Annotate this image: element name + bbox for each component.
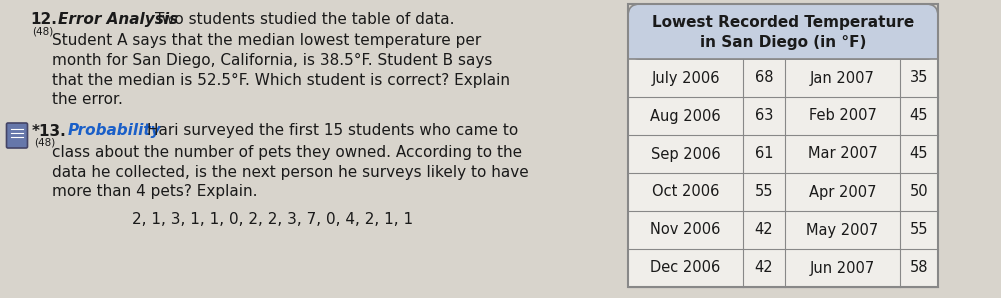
Bar bbox=[628, 97, 938, 135]
Text: Jan 2007: Jan 2007 bbox=[810, 71, 875, 86]
Text: in San Diego (in °F): in San Diego (in °F) bbox=[700, 35, 866, 49]
Text: Probability: Probability bbox=[68, 123, 161, 139]
Bar bbox=[628, 173, 938, 211]
Text: 55: 55 bbox=[910, 223, 928, 238]
Text: 50: 50 bbox=[910, 184, 928, 199]
Text: Nov 2006: Nov 2006 bbox=[651, 223, 721, 238]
Bar bbox=[628, 249, 938, 287]
Text: 2, 1, 3, 1, 1, 0, 2, 2, 3, 7, 0, 4, 2, 1, 1: 2, 1, 3, 1, 1, 0, 2, 2, 3, 7, 0, 4, 2, 1… bbox=[132, 212, 413, 226]
Text: Dec 2006: Dec 2006 bbox=[651, 260, 721, 275]
Text: 35: 35 bbox=[910, 71, 928, 86]
Text: Oct 2006: Oct 2006 bbox=[652, 184, 719, 199]
Text: May 2007: May 2007 bbox=[807, 223, 879, 238]
Text: month for San Diego, California, is 38.5°F. Student B says: month for San Diego, California, is 38.5… bbox=[52, 53, 492, 68]
Text: (48): (48) bbox=[34, 137, 55, 148]
Text: Error Analysis: Error Analysis bbox=[58, 12, 178, 27]
FancyBboxPatch shape bbox=[628, 4, 938, 59]
Text: 42: 42 bbox=[755, 223, 774, 238]
Text: that the median is 52.5°F. Which student is correct? Explain: that the median is 52.5°F. Which student… bbox=[52, 72, 510, 88]
Text: 68: 68 bbox=[755, 71, 773, 86]
Bar bbox=[628, 59, 938, 97]
Text: class about the number of pets they owned. According to the: class about the number of pets they owne… bbox=[52, 145, 523, 160]
Text: 45: 45 bbox=[910, 147, 928, 162]
Text: 12.: 12. bbox=[30, 12, 57, 27]
Bar bbox=[628, 135, 938, 173]
Text: Mar 2007: Mar 2007 bbox=[808, 147, 877, 162]
Text: Hari surveyed the first 15 students who came to: Hari surveyed the first 15 students who … bbox=[147, 123, 519, 139]
Text: Jun 2007: Jun 2007 bbox=[810, 260, 875, 275]
Text: more than 4 pets? Explain.: more than 4 pets? Explain. bbox=[52, 184, 257, 199]
Text: (48): (48) bbox=[32, 26, 53, 36]
Text: Apr 2007: Apr 2007 bbox=[809, 184, 876, 199]
Text: Student A says that the median lowest temperature per: Student A says that the median lowest te… bbox=[52, 33, 481, 49]
Text: *13.: *13. bbox=[32, 123, 67, 139]
Bar bbox=[628, 211, 938, 249]
Text: 58: 58 bbox=[910, 260, 928, 275]
Text: 55: 55 bbox=[755, 184, 773, 199]
Bar bbox=[628, 4, 938, 287]
Text: Two students studied the table of data.: Two students studied the table of data. bbox=[155, 12, 454, 27]
Text: July 2006: July 2006 bbox=[652, 71, 720, 86]
Text: 63: 63 bbox=[755, 108, 773, 123]
Text: 45: 45 bbox=[910, 108, 928, 123]
Text: Sep 2006: Sep 2006 bbox=[651, 147, 721, 162]
Text: the error.: the error. bbox=[52, 92, 123, 107]
Text: Aug 2006: Aug 2006 bbox=[651, 108, 721, 123]
Text: Lowest Recorded Temperature: Lowest Recorded Temperature bbox=[652, 15, 914, 30]
Text: data he collected, is the next person he surveys likely to have: data he collected, is the next person he… bbox=[52, 164, 529, 179]
Text: Feb 2007: Feb 2007 bbox=[809, 108, 877, 123]
Bar bbox=[628, 32, 938, 59]
FancyBboxPatch shape bbox=[6, 123, 27, 148]
Text: 42: 42 bbox=[755, 260, 774, 275]
Text: 61: 61 bbox=[755, 147, 773, 162]
